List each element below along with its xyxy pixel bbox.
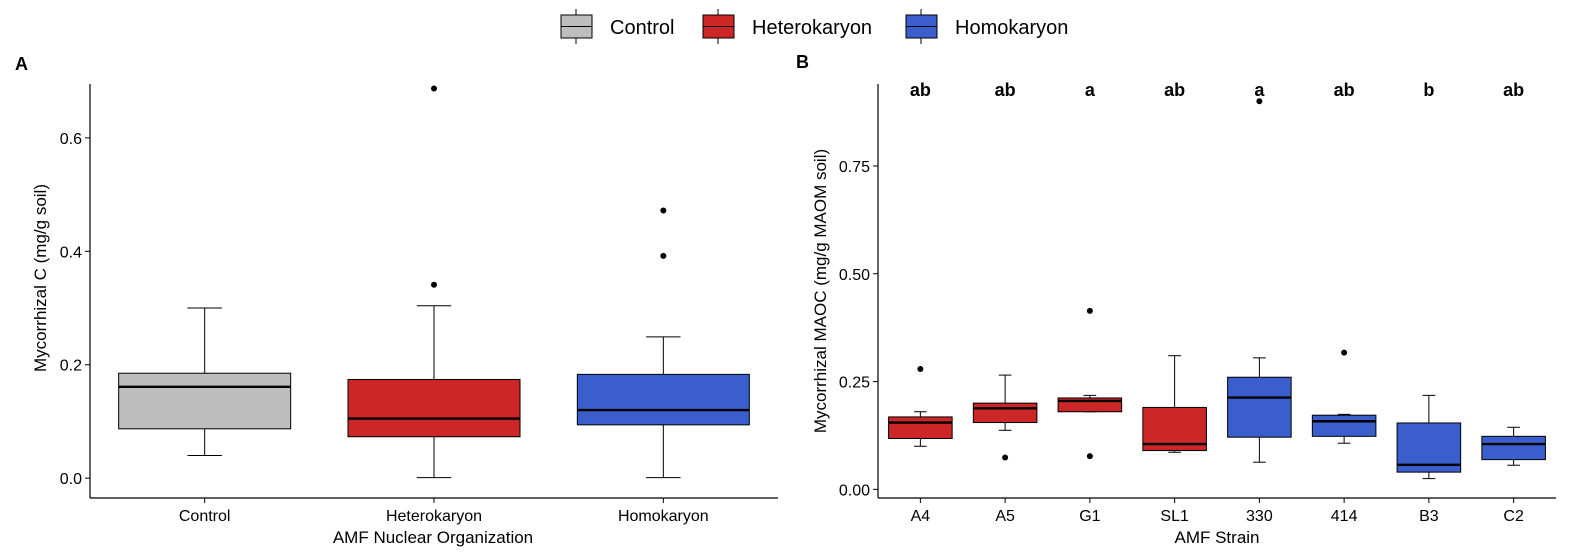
box-a5 — [972, 374, 1038, 461]
x-tick-label-homokaryon: Homokaryon — [618, 508, 709, 525]
x-tick-label-control: Control — [179, 508, 231, 525]
significance-letter-414: ab — [1334, 80, 1355, 100]
outlier-point — [660, 207, 667, 214]
panel-a: Mycorrhizal C (mg/g soil) AMF Nuclear Or… — [31, 84, 778, 547]
box-b3 — [1396, 394, 1462, 480]
outlier-point — [1256, 98, 1263, 105]
box-a4 — [888, 366, 953, 447]
box-g1 — [1057, 307, 1123, 460]
y-tick-label-b: 0.50 — [839, 267, 870, 284]
legend-item-homokaryon: Homokaryon — [905, 9, 1068, 44]
box-c2 — [1481, 426, 1546, 466]
significance-letter-sl1: ab — [1164, 80, 1185, 100]
box-body — [118, 372, 292, 430]
y-tick-label-a: 0.6 — [60, 131, 82, 148]
panel-tag-b: B — [796, 52, 809, 72]
x-tick-label-c2: C2 — [1503, 508, 1524, 525]
outlier-point — [917, 366, 924, 373]
x-tick-label-heterokaryon: Heterokaryon — [386, 508, 482, 525]
x-tick-label-a5: A5 — [995, 508, 1015, 525]
outlier-point — [1341, 349, 1348, 356]
box-body — [576, 373, 750, 426]
box-body — [972, 402, 1038, 424]
y-axis-label-b: Mycorrhizal MAOC (mg/g MAOM soil) — [811, 149, 830, 433]
legend-label-homokaryon: Homokaryon — [955, 17, 1068, 39]
y-tick-label-a: 0.4 — [60, 244, 82, 261]
box-414 — [1311, 349, 1377, 444]
x-tick-label-sl1: SL1 — [1160, 508, 1189, 525]
panel-tag-a: A — [15, 54, 28, 74]
y-tick-label-b: 0.25 — [839, 375, 870, 392]
significance-letter-g1: a — [1085, 80, 1096, 100]
box-body — [888, 416, 953, 439]
box-sl1 — [1142, 355, 1207, 453]
box-body — [347, 378, 521, 438]
significance-letter-b3: b — [1423, 80, 1434, 100]
box-control — [118, 307, 292, 456]
outlier-point — [431, 281, 437, 288]
panel-b: Mycorrhizal MAOC (mg/g MAOM soil) AMF St… — [811, 80, 1556, 547]
box-heterokaryon — [347, 85, 521, 479]
significance-letter-a4: ab — [910, 80, 931, 100]
x-tick-label-g1: G1 — [1079, 508, 1100, 525]
box-body — [1481, 435, 1546, 461]
outlier-point — [431, 85, 437, 92]
x-tick-label-330: 330 — [1246, 508, 1273, 525]
y-tick-label-b: 0.75 — [839, 159, 870, 176]
outlier-point — [1086, 307, 1093, 314]
x-tick-label-414: 414 — [1331, 508, 1358, 525]
box-330 — [1227, 98, 1292, 463]
outlier-point — [660, 252, 667, 259]
y-tick-label-b: 0.00 — [839, 482, 870, 499]
outlier-point — [1086, 453, 1093, 460]
legend-label-control: Control — [610, 17, 674, 39]
outlier-point — [1002, 454, 1009, 461]
significance-letter-c2: ab — [1503, 80, 1524, 100]
y-tick-label-a: 0.0 — [60, 471, 82, 488]
legend-item-control: Control — [560, 9, 674, 44]
box-homokaryon — [576, 207, 750, 479]
x-axis-label-b: AMF Strain — [1174, 528, 1259, 547]
significance-letter-330: a — [1254, 80, 1265, 100]
legend-label-heterokaryon: Heterokaryon — [752, 17, 872, 39]
box-body — [1227, 376, 1292, 438]
legend-item-heterokaryon: Heterokaryon — [702, 9, 872, 44]
box-body — [1311, 414, 1377, 437]
y-tick-label-a: 0.2 — [60, 358, 82, 375]
x-tick-label-b3: B3 — [1419, 508, 1439, 525]
x-axis-label-a: AMF Nuclear Organization — [333, 528, 533, 547]
x-tick-label-a4: A4 — [911, 508, 931, 525]
y-axis-label-a: Mycorrhizal C (mg/g soil) — [31, 184, 50, 372]
significance-letter-a5: ab — [995, 80, 1016, 100]
legend: Control Heterokaryon Homokaryon — [560, 9, 1068, 44]
